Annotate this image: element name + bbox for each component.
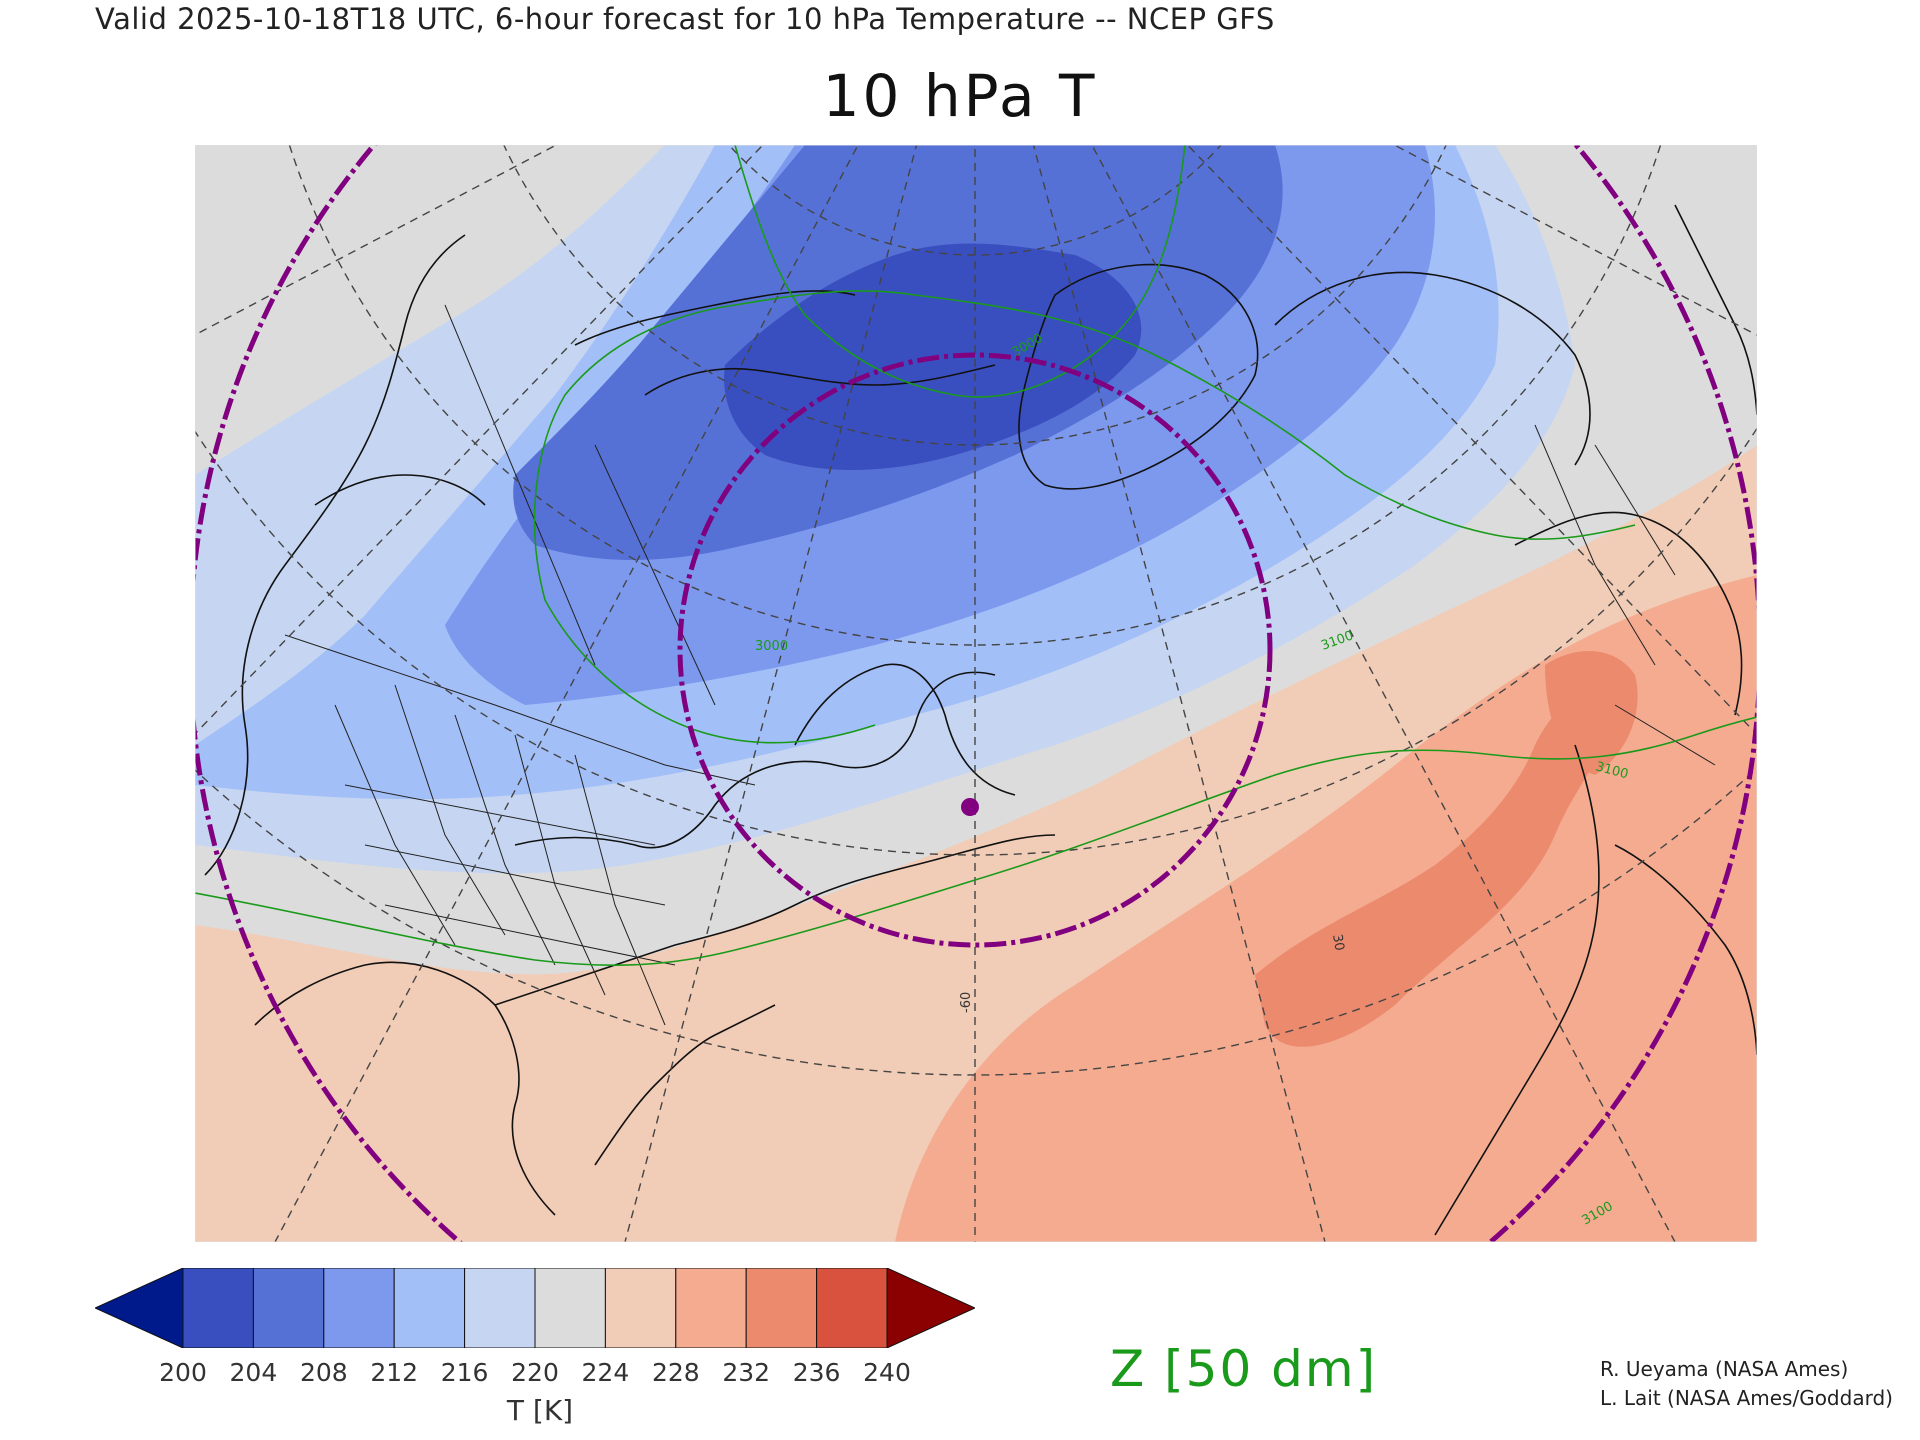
colorbar-cell (464, 1268, 536, 1348)
temperature-field-232 (1255, 679, 1625, 1047)
height-contour-3100 (195, 716, 1757, 966)
colorbar-cell (604, 1268, 677, 1348)
height-contours (195, 145, 1757, 966)
colorbar-cells (182, 1268, 888, 1348)
graticule (195, 145, 1757, 1242)
colorbar-over-arrow (886, 1268, 975, 1348)
valid-time-caption: Valid 2025-10-18T18 UTC, 6-hour forecast… (95, 2, 1275, 36)
inner-reference-circle (677, 352, 1273, 948)
colorbar-tick-label: 228 (651, 1358, 700, 1387)
colorbar-cell (393, 1268, 466, 1348)
colorbar-tick-label: 220 (511, 1358, 559, 1387)
colorbar-cell (182, 1268, 254, 1348)
height-contour-3000 (533, 290, 1636, 601)
height-contour-3000b (544, 599, 876, 744)
credit-line-1: R. Ueyama (NASA Ames) (1600, 1357, 1849, 1381)
center-marker-dot (961, 798, 979, 816)
contour-label: 3000 (755, 639, 788, 654)
colorbar-tick-label: 224 (581, 1358, 630, 1387)
latitude-label: 30 (1329, 933, 1347, 952)
colorbar-cell (816, 1268, 888, 1348)
colorbar-label: T [K] (506, 1394, 574, 1427)
colorbar-tick-label: 212 (370, 1358, 419, 1387)
colorbar (95, 1268, 975, 1348)
colorbar-cell (323, 1268, 395, 1348)
temperature-field-232b (1545, 651, 1638, 775)
colorbar-cell (745, 1268, 818, 1348)
temperature-map: 3100 3000 3100 3100 3000 -60 30 (195, 145, 1757, 1242)
political-borders (284, 304, 1716, 1026)
reference-circles (195, 145, 1757, 1242)
colorbar-tick-label: 204 (229, 1358, 278, 1387)
colorbar-tick-label: 216 (440, 1358, 489, 1387)
height-contour-2950 (734, 145, 1186, 398)
latitude-label: -60 (959, 992, 974, 1013)
colorbar-tick-label: 208 (299, 1358, 348, 1387)
contour-legend: Z [50 dm] (1110, 1340, 1378, 1398)
colorbar-tick-label: 236 (792, 1358, 841, 1387)
map-title: 10 hPa T (822, 62, 1098, 130)
colorbar-cell (252, 1268, 325, 1348)
colorbar-tick-label: 240 (863, 1358, 911, 1387)
credit-line-2: L. Lait (NASA Ames/Goddard) (1600, 1386, 1893, 1410)
colorbar-cell (675, 1268, 747, 1348)
colorbar-tick-label: 200 (159, 1358, 207, 1387)
colorbar-under-arrow (95, 1268, 184, 1348)
colorbar-tick-label: 232 (722, 1358, 771, 1387)
colorbar-cell (534, 1268, 606, 1348)
